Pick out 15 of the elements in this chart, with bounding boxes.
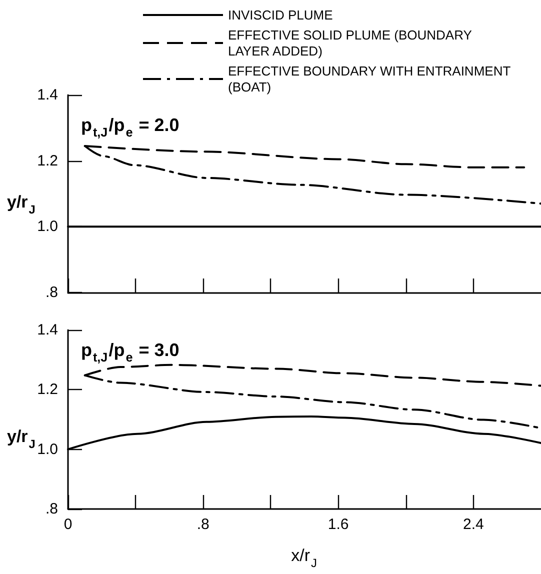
y-tick-label: .8 (45, 284, 58, 301)
y-tick-label: 1.4 (37, 322, 58, 338)
legend-label: EFFECTIVE BOUNDARY WITH ENTRAINMENT (BOAT) (228, 64, 514, 94)
x-tick-label: 0 (64, 516, 72, 533)
x-tick-label: .8 (196, 516, 210, 533)
x-tick-label: 1.6 (328, 516, 349, 533)
y-tick-label: 1.2 (37, 381, 58, 398)
legend-label: EFFECTIVE SOLID PLUME (BOUNDARY LAYER ADDED) (228, 28, 476, 58)
y-tick-label: 1.0 (37, 440, 58, 458)
x-tick-label: 2.4 (463, 516, 484, 533)
legend-label: INVISCID PLUME (228, 8, 334, 22)
y-tick-label: 1.2 (37, 152, 58, 170)
y-tick-label: .8 (45, 500, 58, 518)
y-tick-label: 1.0 (37, 218, 58, 236)
y-tick-label: 1.4 (37, 86, 58, 104)
